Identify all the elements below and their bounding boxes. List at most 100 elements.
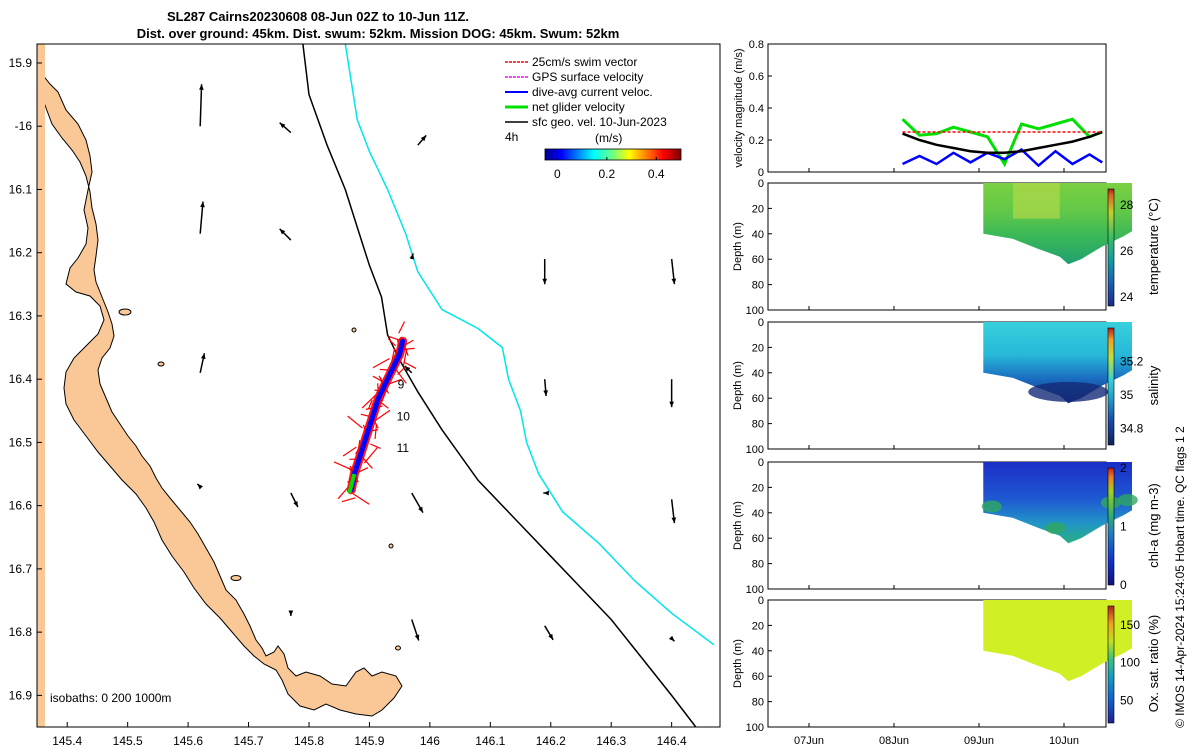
velocity-ytick-label: 0.2	[749, 135, 764, 147]
map-panel: 9 10 11 145.4 145.5 145.6 145.7 145.8 145.9 146 1…	[9, 43, 721, 748]
swim-vector	[341, 497, 356, 503]
figure-title-line1: SL287 Cairns20230608 08-Jun 02Z to 10-Ju…	[167, 9, 469, 24]
coastline-land	[37, 44, 403, 727]
island	[230, 575, 242, 581]
velocity-series-line	[901, 148, 1103, 168]
colorbar-tick-label: 26	[1120, 244, 1134, 258]
sfc-current-vector-head	[543, 390, 548, 396]
section-ytick-label: 80	[752, 697, 764, 709]
sfc-current-vector-head	[548, 633, 554, 640]
colorbar-tick-label: 0	[1120, 578, 1127, 592]
sfc-current-vector	[199, 201, 205, 234]
map-xtick-label: 145.5	[113, 734, 143, 748]
section-colorbar	[1107, 605, 1115, 724]
section-ytick-label: 60	[752, 671, 764, 683]
colorbar-label: chl-a (mg m-3)	[1146, 483, 1161, 568]
colorbar-tick-label: 50	[1120, 693, 1134, 707]
colorbar-label: Ox. sat. ratio (%)	[1146, 615, 1161, 713]
colorbar-label: temperature (°C)	[1146, 198, 1161, 295]
track-day-label: 11	[397, 441, 410, 455]
colorbar-tick-label: 35.2	[1120, 354, 1144, 368]
track-day-label: 9	[398, 378, 405, 392]
sfc-current-vector-head	[200, 353, 206, 360]
sfc-current-vector	[404, 365, 413, 374]
chl-max-patch	[1117, 494, 1138, 507]
colorbar-tick-label: 2	[1120, 461, 1127, 475]
island	[351, 327, 357, 333]
sfc-current-vector	[411, 619, 420, 641]
colorbar-label: salinity	[1146, 365, 1161, 405]
fresh-core-patch	[1028, 381, 1109, 402]
map-ytick-label: 16.7	[9, 562, 33, 576]
velocity-axes	[767, 43, 1107, 173]
swim-vector	[363, 447, 378, 464]
sfc-current-vector-head	[543, 490, 549, 496]
sfc-current-vector-head	[414, 634, 420, 641]
dive-avg-track	[348, 338, 406, 493]
sfc-current-vector	[543, 379, 548, 397]
section-ytick-label: 80	[752, 280, 764, 292]
swim-vector	[374, 409, 391, 422]
sfc-current-vector	[542, 259, 548, 285]
section-ytick-label: 40	[752, 368, 764, 380]
map-xtick-label: 146.4	[657, 734, 687, 748]
section-data-field	[983, 462, 1132, 544]
swim-vector	[352, 493, 370, 505]
section-ytick-label: 60	[752, 254, 764, 266]
sfc-current-vector-head	[418, 506, 423, 513]
swim-vector	[342, 446, 357, 457]
map-xtick-label: 145.7	[234, 734, 264, 748]
sfc-current-vector	[409, 253, 415, 260]
colorbar-tick-label: 100	[1120, 656, 1140, 670]
legend-net-label: net glider velocity	[532, 100, 625, 114]
section-ytick-label: 60	[752, 393, 764, 405]
island	[395, 645, 401, 651]
sfc-current-vector	[199, 353, 206, 374]
section-ytick-label: 20	[752, 342, 764, 354]
section-ytick-label: 40	[752, 508, 764, 520]
colorbar-tick-label: 35	[1120, 388, 1134, 402]
sfc-current-vector	[543, 490, 549, 496]
sfc-current-vector	[288, 610, 294, 616]
map-ytick-label: 16.8	[9, 625, 33, 639]
section-ylabel: Depth (m)	[732, 501, 744, 550]
warm-surface-patch	[1013, 183, 1060, 219]
section-ylabel: Depth (m)	[732, 361, 744, 410]
island	[118, 308, 132, 316]
colorbar-tick-label: 24	[1120, 290, 1134, 304]
map-ytick-label: 15.9	[9, 56, 33, 70]
map-colorbar	[544, 148, 682, 161]
section-ytick-label: 20	[752, 203, 764, 215]
velocity-ytick-label: 0.6	[749, 71, 764, 83]
swim-vector	[372, 375, 383, 383]
sfc-current-vector-head	[668, 635, 675, 642]
sfc-current-vector-head	[409, 253, 415, 260]
swim-vector	[380, 401, 389, 409]
legend-dive-label: dive-avg current veloc.	[532, 85, 653, 99]
chl-max-patch	[981, 500, 1002, 513]
section-colorbar	[1107, 467, 1115, 586]
sfc-current-vector-head	[279, 122, 286, 129]
track-day-label: 10	[397, 409, 411, 423]
sfc-current-vector-head	[404, 365, 411, 372]
legend-gps-label: GPS surface velocity	[532, 70, 643, 84]
swim-vector	[388, 338, 397, 347]
map-xtick-label: 145.8	[294, 734, 324, 748]
colorbar-tick-label: 0	[554, 167, 561, 181]
map-xtick-label: 146.2	[536, 734, 566, 748]
sfc-current-vector-head	[200, 201, 205, 208]
sfc-current-vector-head	[669, 401, 674, 408]
section-panel: 0 20 40 60 80 100 Depth (m) 24 26 28 temperature (…	[732, 178, 1161, 317]
colorbar-tick-label: 0.4	[648, 167, 665, 181]
colorbar-tick-label: 0.2	[598, 167, 615, 181]
map-ytick-label: 16.3	[9, 309, 33, 323]
section-ytick-label: 80	[752, 419, 764, 431]
map-ytick-label: 16.9	[9, 688, 33, 702]
colorbar-tick-label: 1	[1120, 520, 1127, 534]
swim-vector	[403, 361, 417, 369]
map-legend: 25cm/s swim vector GPS surface velocity …	[505, 55, 682, 181]
velocity-ytick-label: 0	[758, 167, 764, 179]
sfc-current-vector	[279, 228, 292, 241]
